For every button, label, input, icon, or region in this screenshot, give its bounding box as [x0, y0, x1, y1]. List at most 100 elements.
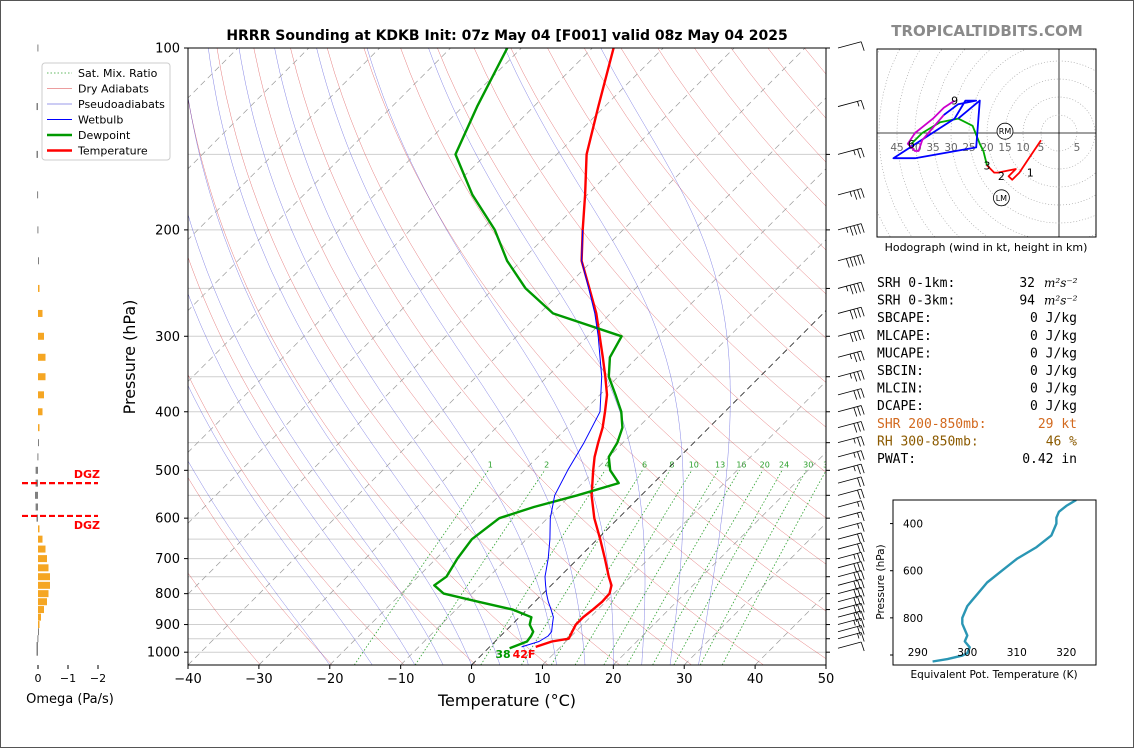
- hodo-ring-label: 5: [1038, 142, 1045, 154]
- hodo-height-label: 2: [998, 170, 1005, 183]
- legend-label: Wetbulb: [78, 114, 123, 127]
- index-label: MUCAPE:: [877, 346, 932, 361]
- pseudoadiabat: [188, 213, 444, 665]
- wind-barb: [837, 223, 865, 236]
- y-tick-label: 1000: [147, 646, 180, 661]
- index-unit: m²s⁻²: [1044, 294, 1078, 308]
- omega-bar: [38, 332, 44, 340]
- hodo-trace: [910, 117, 988, 166]
- theta-e-x-tick-label: 310: [1007, 647, 1027, 659]
- hodo-ring: [1022, 96, 1096, 170]
- pseudoadiabat: [504, 48, 684, 665]
- theta-e-plot: 290 300 310 320 400 600 800 Equivalent Pot. Te…: [875, 499, 1097, 681]
- omega-bar: [38, 613, 41, 621]
- storm-motion-marker: [996, 122, 1014, 140]
- mixing-ratio-label: 4: [605, 460, 610, 469]
- dry-adiabat: [473, 48, 826, 473]
- x-tick-label: 40: [747, 672, 764, 687]
- mixing-ratio-label: 36: [823, 460, 833, 469]
- mixing-ratio-label: 2: [544, 460, 549, 469]
- wind-barb: [837, 532, 865, 544]
- index-label: MLCIN:: [877, 382, 924, 397]
- index-value: 0 J/kg: [1030, 346, 1077, 361]
- dry-adiabat: [253, 48, 692, 665]
- omega-bar: [38, 391, 44, 399]
- hodo-ring-label: 10: [1016, 142, 1029, 154]
- pseudoadiabat: [428, 48, 646, 665]
- y-tick-label: 100: [155, 42, 180, 57]
- mixing-ratio-label: 16: [736, 460, 746, 469]
- wind-barbs: [837, 41, 865, 652]
- omega-bar: [35, 491, 38, 499]
- omega-bar: [38, 284, 40, 292]
- mixing-ratio-line: [626, 470, 740, 665]
- index-unit: m²s⁻²: [1044, 276, 1078, 290]
- index-value: 46 %: [1046, 434, 1077, 449]
- dewpoint-line: [433, 48, 624, 650]
- hodo-trace: [986, 139, 1042, 181]
- legend-label: Temperature: [77, 145, 148, 158]
- theta-e-y-tick-label: 600: [903, 566, 923, 578]
- isotherm: [613, 451, 826, 665]
- wind-barb: [837, 570, 865, 582]
- y-tick-label: 700: [155, 552, 180, 567]
- x-tick-label: −10: [387, 672, 414, 687]
- wind-barb: [837, 388, 865, 400]
- omega-bar: [38, 257, 39, 265]
- y-tick-label: 500: [155, 464, 180, 479]
- indices-table: SRH 0-1km: 32 m²s⁻² SRH 0-3km: 94 m²s⁻² SBCAPE…: [877, 276, 1078, 467]
- x-tick-label: 10: [534, 672, 551, 687]
- isotherm: [188, 48, 806, 665]
- mixing-ratio-line: [603, 470, 719, 665]
- index-value: 0 J/kg: [1030, 382, 1077, 397]
- x-tick-label: −40: [174, 672, 201, 687]
- wind-barb: [837, 542, 865, 553]
- legend-label: Pseudoadiabats: [78, 98, 165, 111]
- legend: Sat. Mix. Ratio Dry Adiabats Pseudoadiabat…: [41, 62, 171, 161]
- theta-e-x-tick-label: 300: [957, 647, 977, 659]
- hodo-ring: [1004, 78, 1096, 188]
- wind-barb: [837, 552, 865, 563]
- legend-label: Dewpoint: [78, 129, 131, 142]
- wind-barb: [837, 561, 865, 573]
- pseudoadiabat: [238, 48, 529, 665]
- mixing-ratio-label: 13: [715, 460, 725, 469]
- wind-barb: [837, 147, 865, 159]
- index-value: 0 J/kg: [1030, 311, 1077, 326]
- storm-motion-label: RM: [999, 127, 1012, 136]
- omega-axis-label: Omega (Pa/s): [26, 692, 114, 707]
- index-label: RH 300-850mb:: [877, 434, 979, 449]
- isotherm: [400, 239, 826, 665]
- hodo-ring: [1040, 114, 1078, 152]
- wind-barb: [837, 463, 865, 475]
- isotherm: [683, 522, 826, 665]
- wind-barb: [837, 511, 865, 522]
- mixing-ratio-label: 1: [488, 460, 493, 469]
- mixing-ratio-line: [550, 470, 671, 665]
- omega-bar: [36, 150, 38, 158]
- index-label: SHR 200-850mb:: [877, 417, 987, 432]
- x-tick-label: 20: [605, 672, 622, 687]
- mixing-ratio-line: [652, 470, 764, 665]
- hodo-ring-label: 5: [1074, 142, 1081, 154]
- wind-barb: [837, 281, 865, 295]
- wind-barb: [837, 99, 865, 110]
- index-value: 0 J/kg: [1030, 364, 1077, 379]
- theta-e-x-tick-label: 320: [1056, 647, 1076, 659]
- x-tick-label: −30: [245, 672, 272, 687]
- wind-barb: [837, 306, 865, 320]
- dry-adiabat: [400, 48, 826, 565]
- omega-bar: [35, 503, 38, 511]
- omega-bar: [36, 103, 38, 111]
- y-tick-label: 900: [155, 618, 180, 633]
- wind-barb: [837, 617, 865, 629]
- theta-e-frame: [892, 499, 1097, 666]
- dry-adiabat: [583, 48, 826, 339]
- hodo-height-label: 9: [951, 95, 958, 108]
- omega-bar: [37, 191, 39, 199]
- mixing-ratio-label: 24: [779, 460, 789, 469]
- theta-e-y-label: Pressure (hPa): [875, 544, 887, 619]
- omega-bar: [38, 424, 40, 432]
- omega-bar: [38, 598, 47, 606]
- theta-e-x-tick-label: 290: [908, 647, 928, 659]
